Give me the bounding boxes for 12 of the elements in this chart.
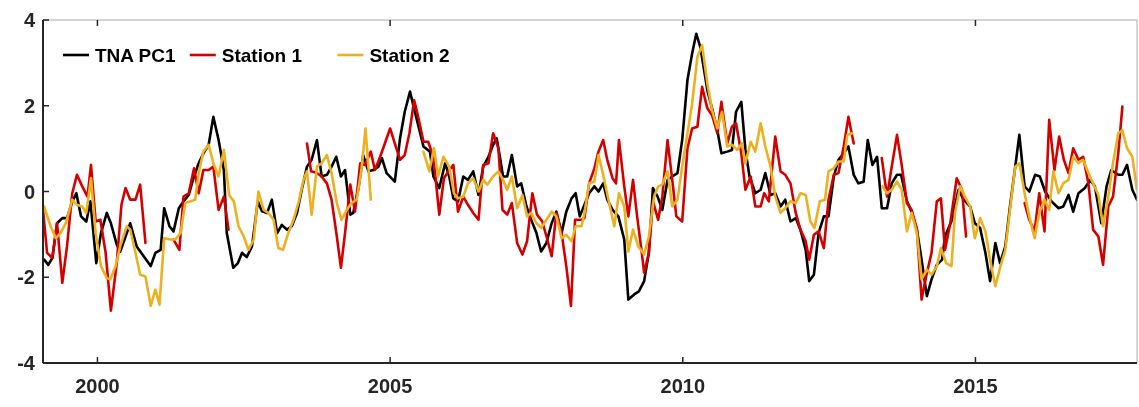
x-tick-label: 2015 xyxy=(953,375,998,397)
legend-label: Station 1 xyxy=(221,44,303,66)
x-tick-label: 2010 xyxy=(660,375,706,397)
x-tick-label: 2000 xyxy=(75,375,120,397)
y-tick-label: 2 xyxy=(23,94,35,117)
y-tick-label: -4 xyxy=(17,352,36,374)
y-tick-label: 0 xyxy=(23,180,35,203)
legend-label: Station 2 xyxy=(369,44,450,66)
y-tick-label: -2 xyxy=(17,266,35,289)
y-tick-label: 4 xyxy=(23,9,36,31)
legend-label: TNA PC1 xyxy=(95,44,177,66)
x-tick-label: 2005 xyxy=(367,375,413,397)
